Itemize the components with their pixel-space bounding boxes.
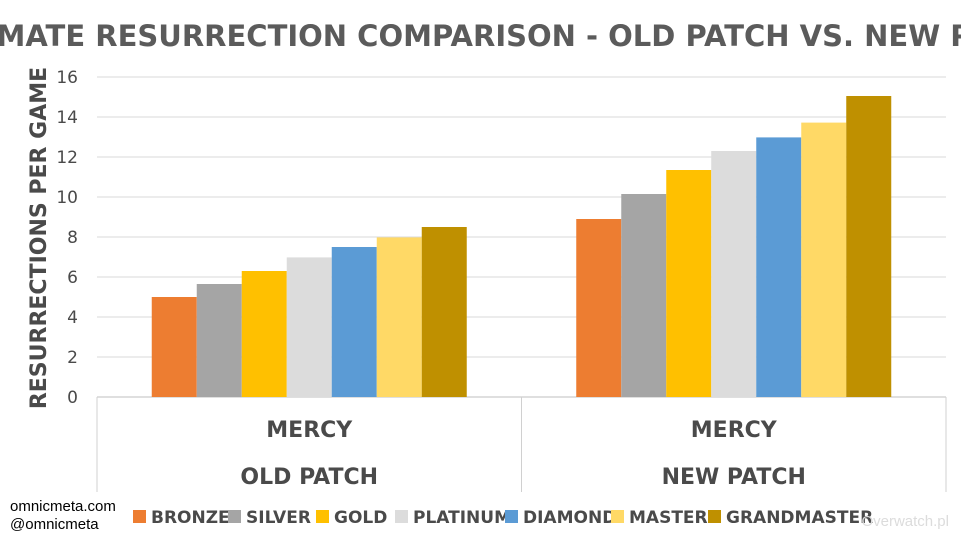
legend-label: BRONZE bbox=[151, 508, 230, 528]
y-tick-labels: 0 2 4 6 8 10 12 14 16 bbox=[56, 68, 78, 408]
chart-title: TEAMMATE RESURRECTION COMPARISON - OLD P… bbox=[0, 19, 961, 53]
bar bbox=[711, 151, 757, 397]
legend-swatch bbox=[611, 510, 624, 523]
credit-website: omnicmeta.com bbox=[10, 498, 116, 515]
bar bbox=[421, 227, 467, 397]
legend: BRONZE SILVER GOLD PLATINUM DIAMOND MASTER GRA… bbox=[133, 508, 873, 528]
bar bbox=[196, 284, 242, 397]
bar bbox=[621, 194, 667, 397]
bar bbox=[151, 297, 197, 397]
legend-label: GOLD bbox=[334, 508, 387, 528]
legend-swatch bbox=[228, 510, 241, 523]
y-tick-label: 16 bbox=[56, 68, 78, 88]
bar bbox=[846, 96, 892, 397]
bar bbox=[286, 257, 332, 397]
bar bbox=[666, 170, 712, 397]
legend-label: PLATINUM bbox=[413, 508, 511, 528]
y-tick-label: 0 bbox=[67, 388, 78, 408]
bar bbox=[241, 271, 287, 397]
bar bbox=[756, 137, 802, 397]
bar bbox=[376, 237, 422, 397]
category-hero-label: MERCY bbox=[691, 418, 778, 443]
credit-handle: @omnicmeta bbox=[10, 516, 99, 533]
category-axis: MERCY OLD PATCH MERCY NEW PATCH bbox=[96, 397, 947, 492]
y-tick-label: 6 bbox=[67, 268, 78, 288]
y-tick-label: 4 bbox=[67, 308, 78, 328]
bars bbox=[151, 96, 892, 397]
category-patch-label: NEW PATCH bbox=[662, 465, 806, 490]
y-tick-label: 10 bbox=[56, 188, 78, 208]
legend-swatch bbox=[708, 510, 721, 523]
category-patch-label: OLD PATCH bbox=[240, 465, 378, 490]
legend-swatch bbox=[133, 510, 146, 523]
legend-label: DIAMOND bbox=[523, 508, 616, 528]
y-tick-label: 14 bbox=[56, 108, 78, 128]
bar bbox=[331, 247, 377, 397]
watermark: Overwatch.pl bbox=[861, 513, 949, 530]
bar bbox=[801, 122, 847, 397]
legend-label: MASTER bbox=[629, 508, 708, 528]
bar bbox=[576, 219, 622, 397]
legend-swatch bbox=[316, 510, 329, 523]
y-axis-label: RESURRECTIONS PER GAME bbox=[27, 67, 52, 409]
y-tick-label: 12 bbox=[56, 148, 78, 168]
legend-label: SILVER bbox=[246, 508, 311, 528]
legend-swatch bbox=[505, 510, 518, 523]
legend-swatch bbox=[395, 510, 408, 523]
category-hero-label: MERCY bbox=[266, 418, 353, 443]
legend-label: GRANDMASTER bbox=[726, 508, 873, 528]
y-tick-label: 8 bbox=[67, 228, 78, 248]
y-tick-label: 2 bbox=[67, 348, 78, 368]
